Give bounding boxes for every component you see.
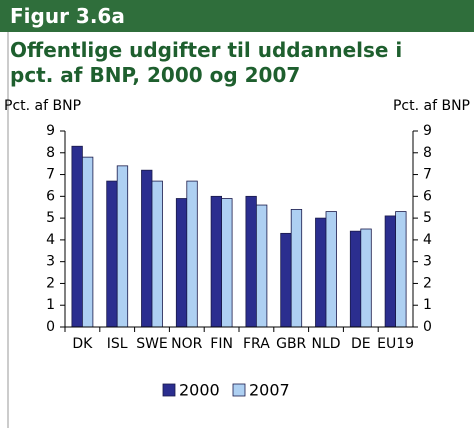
bar [106,180,118,328]
y2-tick-label: 5 [423,210,432,226]
y2-tick-label: 7 [423,167,432,183]
bar [255,204,268,328]
x-tick-label: ISL [107,336,128,352]
bar [245,195,257,328]
y2-tick-label: 3 [423,254,432,270]
legend-swatch [162,383,176,397]
y-tick-label: 4 [46,232,55,248]
x-tick-label: DE [351,336,371,352]
y-tick-label: 1 [46,297,55,313]
y2-tick-label: 2 [423,275,432,291]
bar [71,145,83,328]
bar [210,195,223,328]
legend-label: 2000 [179,381,220,400]
bar [175,198,188,328]
x-tick-label: FRA [243,336,270,352]
y-tick-label: 6 [46,188,55,204]
bar [315,217,327,328]
x-tick-label: SWE [136,336,168,352]
chart-title: Offentlige udgifter til uddannelse i pct… [10,38,403,87]
y-tick-label: 7 [46,167,55,183]
bar [221,198,233,328]
bar [82,156,94,328]
x-tick-label: NOR [171,336,202,352]
legend-swatch [232,383,246,397]
y-tick-label: 5 [46,210,55,226]
y-tick-label: 2 [46,275,55,291]
x-tick-label: NLD [311,336,340,352]
bar [186,180,198,328]
y2-tick-label: 4 [423,232,432,248]
y2-axis-label: Pct. af BNP [393,98,470,114]
x-tick-label: GBR [276,336,306,352]
y-tick-label: 9 [46,123,55,139]
bar [395,211,407,328]
y-axis-label: Pct. af BNP [4,98,81,114]
x-tick-label: EU19 [377,336,414,352]
bar [116,165,129,328]
figure-label: Figur 3.6a [0,0,474,32]
y2-tick-label: 1 [423,297,432,313]
y2-tick-label: 6 [423,188,432,204]
x-tick-label: DK [72,336,93,352]
legend-label: 2007 [249,381,290,400]
y-tick-label: 0 [46,319,55,335]
y-tick-label: 3 [46,254,55,270]
bar [280,232,292,328]
bar [151,180,163,328]
bar [384,215,397,328]
bar [141,169,153,328]
y2-tick-label: 0 [423,319,432,335]
bar [325,211,337,328]
bar [360,228,372,328]
y2-tick-label: 8 [423,145,432,161]
bar [290,208,303,328]
bar [349,230,362,328]
x-tick-label: FIN [210,336,233,352]
y2-tick-label: 9 [423,123,432,139]
y-tick-label: 8 [46,145,55,161]
